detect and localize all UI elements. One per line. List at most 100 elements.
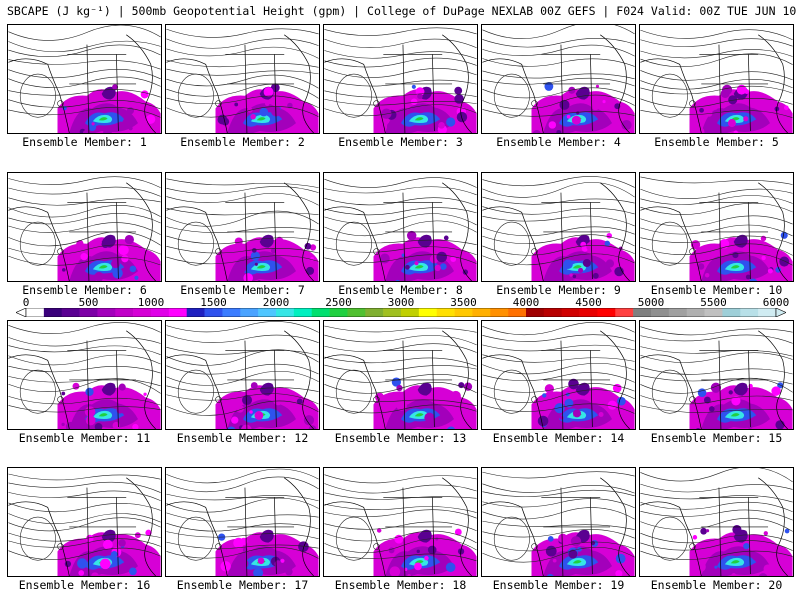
coastline-east (284, 34, 314, 133)
ensemble-member-map (7, 172, 162, 282)
sbcape-shading (531, 82, 635, 133)
height-contour-low (531, 396, 538, 403)
height-contour-line (482, 196, 635, 205)
sbcape-cell (454, 528, 462, 536)
state-borders (225, 192, 295, 281)
sbcape-cell (582, 259, 591, 268)
colorbar-swatch (651, 308, 670, 317)
colorbar-swatch (347, 308, 366, 317)
sbcape-cell (569, 273, 573, 277)
ensemble-member-label: Ensemble Member: 17 (176, 578, 309, 592)
sbcape-cell (775, 267, 782, 273)
sbcape-field-max (256, 265, 266, 269)
sbcape-cell (545, 545, 557, 557)
sbcape-cell (88, 123, 97, 132)
sbcape-cell (544, 82, 554, 91)
height-contour-line (8, 547, 161, 560)
height-contour-line (482, 44, 635, 57)
sbcape-cell (308, 425, 317, 429)
height-contour-low (57, 100, 64, 107)
coastline-east (600, 34, 630, 133)
sbcape-cell (121, 255, 129, 263)
height-contour-line (482, 334, 635, 342)
sbcape-field-max (98, 117, 108, 121)
height-contour-low (689, 543, 696, 550)
map-layer (640, 176, 793, 281)
colorbar-swatch (222, 308, 241, 317)
sbcape-cell (615, 570, 623, 576)
coastline-east (758, 330, 788, 429)
sbcape-cell (568, 86, 576, 94)
ensemble-member-map (639, 24, 794, 134)
sbcape-cell (537, 415, 549, 427)
sbcape-cell (411, 84, 416, 89)
colorbar-tick-label: 6000 (762, 296, 790, 309)
sbcape-cell (743, 543, 750, 550)
height-contour-line (324, 503, 477, 513)
height-contour-line (324, 98, 477, 106)
colorbar-arrow-right (775, 308, 786, 317)
ensemble-member-panel: Ensemble Member: 2 (165, 24, 320, 154)
sbcape-cell (112, 84, 118, 90)
colorbar: 0 500 1000 1500 2000 2500 3000 3500 4000 4500 5000… (16, 296, 789, 318)
height-contour-line (324, 220, 477, 237)
height-contour-line (640, 29, 793, 40)
colorbar-swatch (365, 308, 384, 317)
colorbar-swatch (418, 308, 438, 317)
sbcape-cell (389, 566, 401, 576)
map-layer (482, 176, 635, 281)
ensemble-member-map (323, 24, 478, 134)
height-contour-line (8, 255, 161, 266)
height-contour-line (166, 531, 319, 539)
map-graphic (166, 321, 319, 429)
sbcape-shading (57, 84, 161, 133)
colorbar-tick-label: 3500 (450, 296, 477, 309)
height-contour-line (640, 334, 793, 344)
sbcape-shading (57, 382, 161, 429)
sbcape-cell (602, 100, 606, 104)
sbcape-cell (101, 240, 110, 249)
sbcape-cell (273, 395, 283, 406)
ensemble-member-map (7, 467, 162, 577)
height-contour-line (166, 255, 319, 265)
height-contour-ring (19, 221, 56, 266)
map-layer (8, 473, 161, 576)
sbcape-cell (749, 278, 758, 281)
ensemble-member-map (481, 320, 636, 430)
sbcape-field-max (98, 265, 108, 269)
height-contour-ring (651, 369, 688, 414)
ensemble-member-panel: Ensemble Member: 7 (165, 172, 320, 302)
coastline (324, 330, 472, 429)
map-layer (166, 178, 319, 281)
height-contour-line (324, 530, 477, 544)
height-contour-low (373, 543, 380, 550)
height-contour-line (166, 468, 319, 484)
ensemble-member-label: Ensemble Member: 6 (22, 283, 147, 297)
height-contour-line (166, 210, 319, 227)
sbcape-cell (580, 241, 587, 248)
sbcape-cell (296, 398, 303, 405)
colorbar-scale (16, 308, 786, 317)
height-contours (8, 473, 161, 561)
sbcape-field-max (98, 413, 108, 417)
sbcape-cell (90, 97, 100, 106)
sbcape-cell (771, 386, 781, 396)
sbcape-cell (435, 391, 440, 396)
height-contour-low (373, 100, 380, 107)
height-contour-line (324, 38, 477, 49)
sbcape-cell (220, 561, 231, 572)
height-contours (166, 28, 319, 118)
map-layer (482, 471, 635, 576)
sbcape-cell (607, 400, 617, 410)
sbcape-cell (381, 108, 392, 119)
map-layer (8, 322, 161, 429)
ensemble-member-label: Ensemble Member: 1 (22, 135, 147, 149)
sbcape-cell (129, 567, 137, 576)
height-contour-line (166, 226, 319, 233)
sbcape-cell (71, 256, 79, 265)
height-contour-line (166, 235, 319, 245)
map-layer (166, 28, 319, 133)
colorbar-arrow-left (16, 308, 27, 317)
sbcape-cell (111, 259, 120, 269)
sbcape-cell (783, 105, 789, 111)
